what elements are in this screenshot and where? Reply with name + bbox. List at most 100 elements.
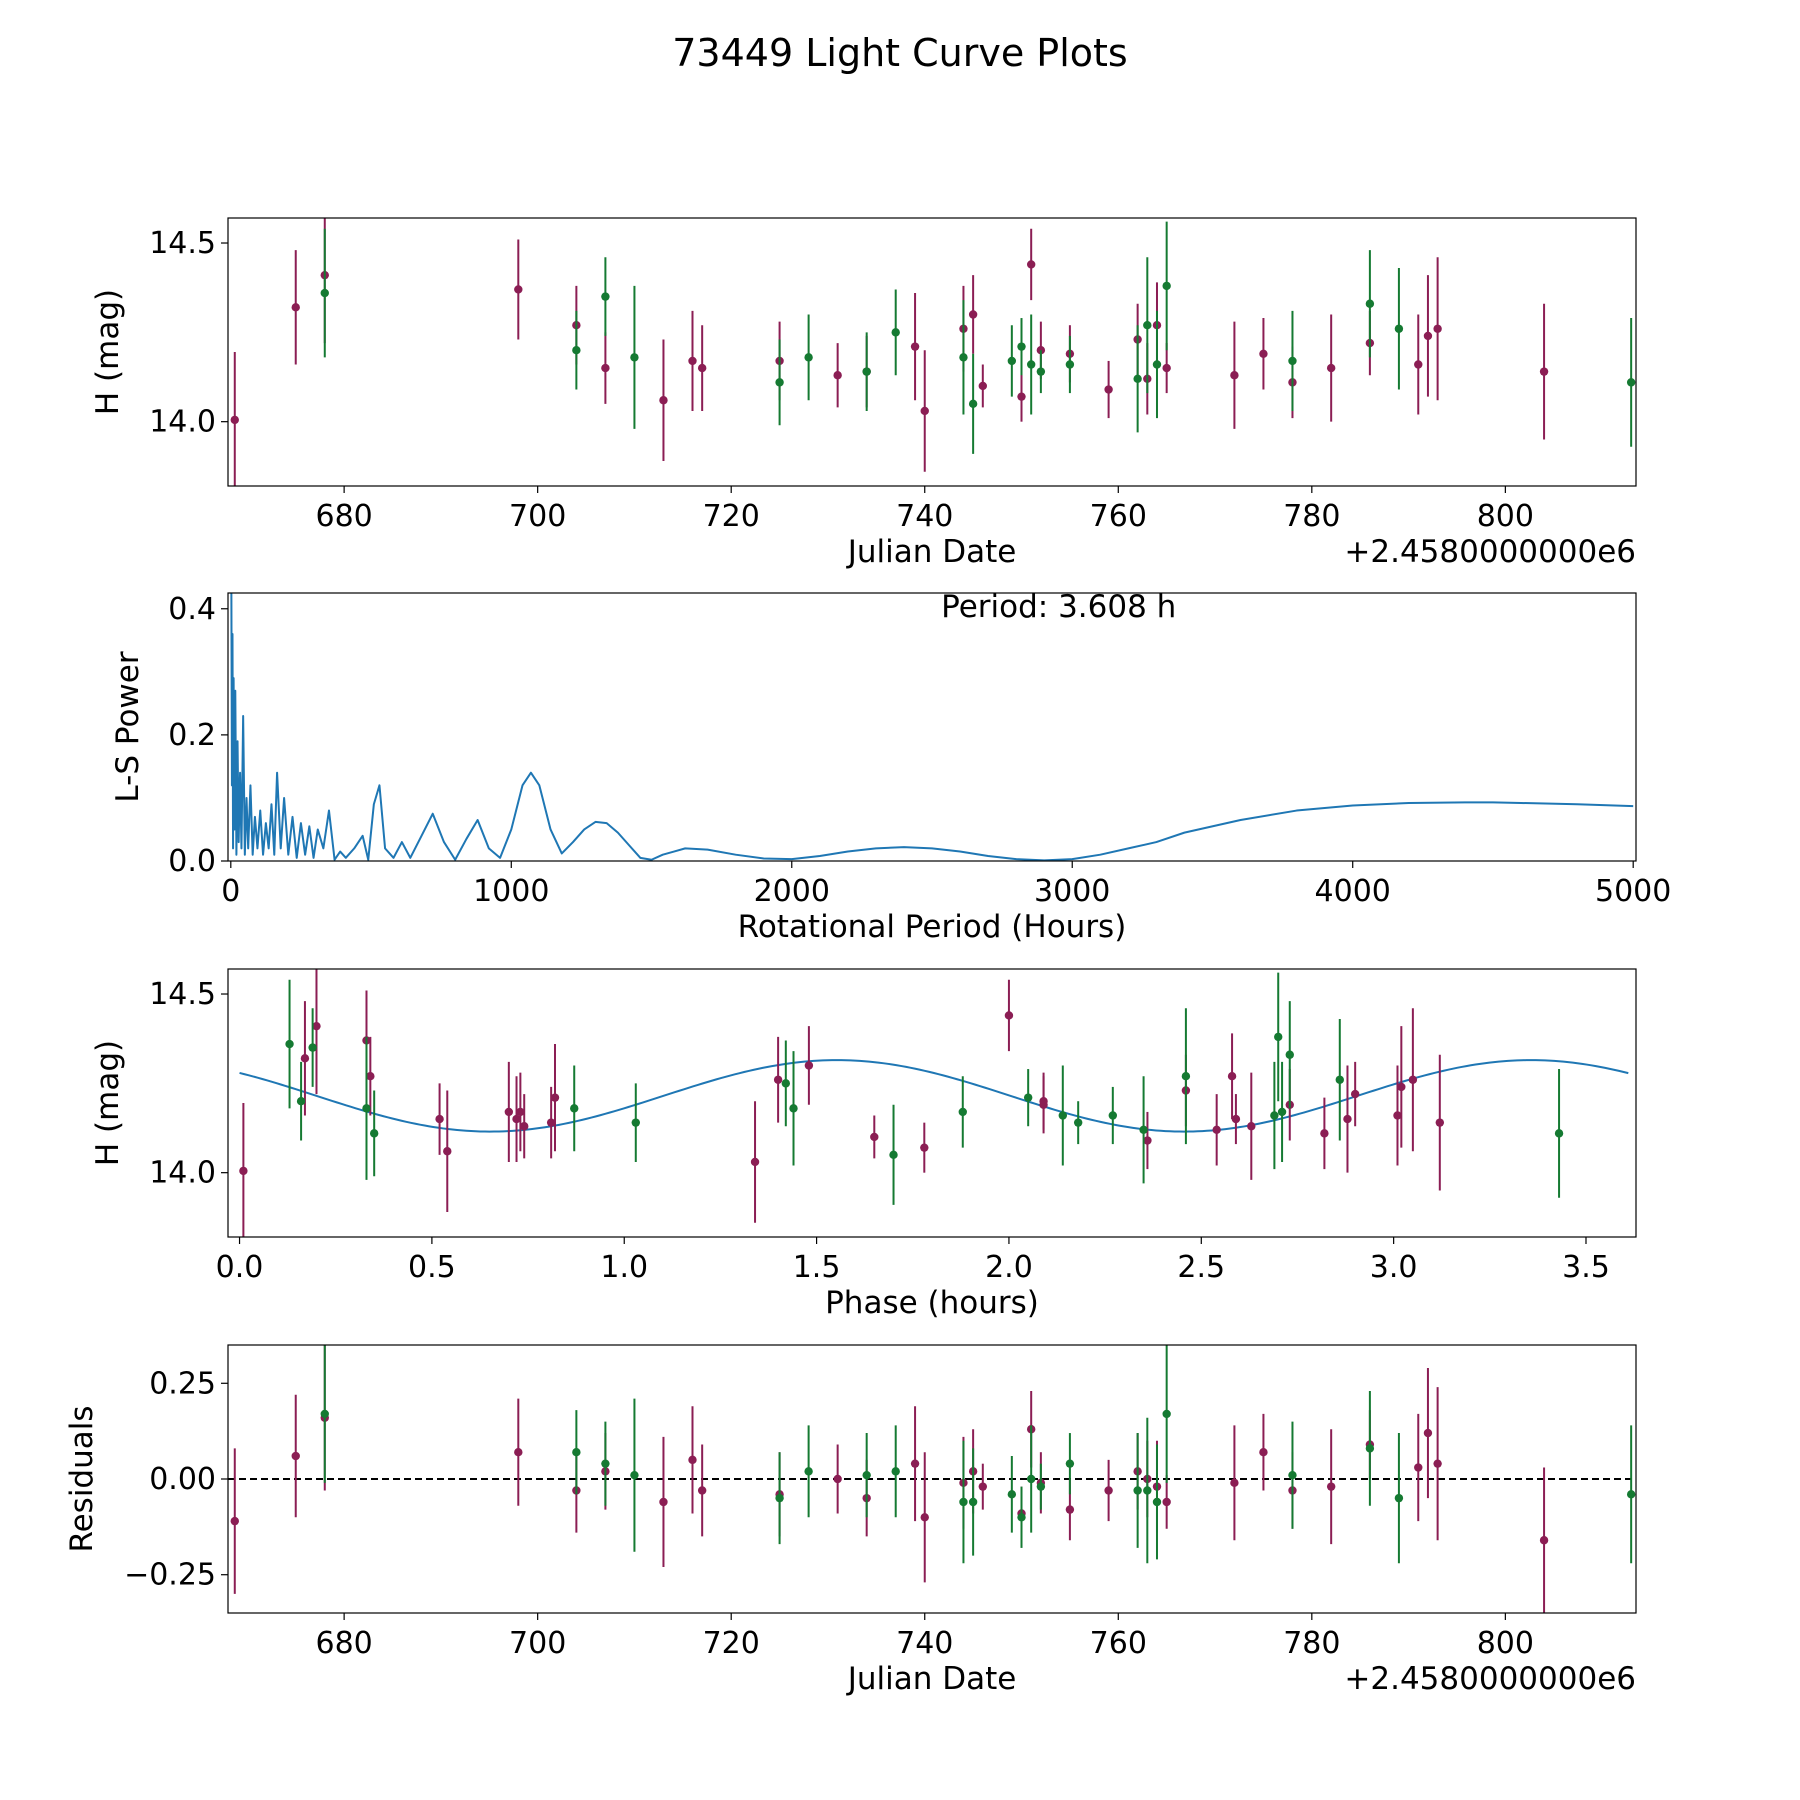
x-tick-label: 780 <box>1283 1626 1340 1661</box>
x-tick-label: 4000 <box>1315 874 1391 909</box>
x-axis-offset-label: +2.4580000000e6 <box>1344 534 1636 570</box>
x-tick-label: 0.0 <box>216 1250 264 1285</box>
red-band-point <box>1539 1536 1549 1545</box>
red-band-point <box>1259 1448 1268 1457</box>
red-band-point <box>833 1474 842 1484</box>
green-band-point <box>362 1104 371 1113</box>
green-band-point <box>1036 367 1046 376</box>
green-band-point <box>1108 1111 1118 1120</box>
red-band-point <box>870 1132 879 1142</box>
red-band-point <box>659 396 668 405</box>
y-axis-label: H (mag) <box>90 1040 126 1166</box>
red-band-point <box>504 1107 514 1117</box>
red-band-point <box>1259 349 1268 358</box>
red-band-point <box>550 1093 560 1102</box>
red-band-point <box>1143 1136 1152 1145</box>
red-band-point <box>833 371 842 380</box>
green-band-point <box>1365 299 1375 308</box>
panel-residuals: 680 700 720 740 760 780 800 −0.25 0.00 0.25 Julian… <box>64 1344 1637 1697</box>
green-band-point <box>959 1497 968 1507</box>
green-band-point <box>1335 1075 1344 1084</box>
green-band-point <box>1277 1107 1287 1117</box>
x-tick-label: 700 <box>509 1626 566 1661</box>
red-band-point <box>291 1451 300 1461</box>
green-band-point <box>630 1470 639 1480</box>
y-axis-label: Residuals <box>64 1405 100 1552</box>
x-tick-label: 5000 <box>1595 874 1671 909</box>
red-band-point <box>1423 331 1433 341</box>
y-tick-label: 0.0 <box>168 844 216 879</box>
green-band-point <box>1288 1470 1297 1480</box>
green-band-point <box>862 367 871 376</box>
green-band-point <box>1143 1486 1152 1495</box>
red-band-point <box>659 1497 668 1507</box>
x-tick-label: 1.5 <box>793 1250 841 1285</box>
red-band-point <box>697 1486 707 1495</box>
red-band-point <box>697 363 707 373</box>
x-tick-label: 800 <box>1477 499 1534 534</box>
red-band-point <box>230 1516 239 1526</box>
red-band-point <box>512 1114 521 1124</box>
red-band-point <box>1039 1100 1048 1109</box>
x-tick-label: 2.0 <box>985 1250 1033 1285</box>
green-band-point <box>775 378 784 387</box>
red-band-point <box>1065 1505 1075 1514</box>
red-band-point <box>1435 1118 1445 1127</box>
red-band-point <box>688 356 697 366</box>
red-band-point <box>920 406 929 416</box>
green-band-point <box>1139 1125 1148 1135</box>
panel-data-area <box>239 969 1629 1237</box>
green-band-point <box>1073 1118 1083 1127</box>
green-band-point <box>630 353 639 362</box>
green-band-point <box>1143 321 1152 330</box>
green-band-point <box>572 346 581 355</box>
green-band-point <box>1023 1093 1033 1102</box>
red-band-point <box>1326 1482 1336 1491</box>
y-tick-label: 0.2 <box>168 718 216 753</box>
red-band-point <box>1539 367 1549 376</box>
red-band-point <box>1393 1111 1402 1120</box>
red-band-point <box>804 1061 814 1070</box>
green-band-point <box>601 292 610 301</box>
green-band-point <box>1017 342 1026 351</box>
red-band-point <box>1104 1486 1113 1495</box>
green-band-point <box>1626 378 1636 387</box>
y-tick-label: 14.5 <box>149 226 216 261</box>
green-band-point <box>1065 360 1075 369</box>
green-band-point <box>958 1107 967 1117</box>
x-tick-label: 3.0 <box>1370 1250 1418 1285</box>
y-axis-label: L-S Power <box>110 651 146 802</box>
x-axis-label: Julian Date <box>846 534 1017 570</box>
red-band-point <box>688 1455 697 1465</box>
green-band-point <box>1007 1490 1017 1499</box>
red-band-point <box>1343 1114 1352 1124</box>
red-band-point <box>1423 1428 1433 1438</box>
red-band-point <box>750 1157 760 1167</box>
y-tick-label: 14.0 <box>149 405 216 440</box>
green-band-point <box>1036 1482 1046 1491</box>
x-axis-offset-label: +2.4580000000e6 <box>1344 1661 1636 1697</box>
y-tick-label: 0.25 <box>149 1366 216 1401</box>
panel-data-area <box>230 218 1636 486</box>
red-band-point <box>366 1072 375 1081</box>
red-band-point <box>1162 363 1171 373</box>
green-band-point <box>369 1129 379 1138</box>
y-axis-label: H (mag) <box>90 289 126 415</box>
green-band-point <box>1058 1111 1067 1120</box>
green-band-point <box>959 353 968 362</box>
red-band-point <box>920 1143 929 1152</box>
green-band-point <box>804 1467 813 1476</box>
panel-phase-curve: 0.0 0.5 1.0 1.5 2.0 2.5 3.0 3.5 14.0 14.5 Phase (h… <box>90 968 1637 1321</box>
x-tick-label: 1000 <box>473 874 549 909</box>
red-band-point <box>1247 1122 1256 1131</box>
x-tick-label: 780 <box>1283 499 1340 534</box>
green-band-point <box>1626 1490 1636 1499</box>
green-band-point <box>320 1409 329 1419</box>
green-band-point <box>1394 324 1404 333</box>
green-band-point <box>1288 356 1297 366</box>
green-band-point <box>1017 1513 1026 1522</box>
green-band-point <box>1181 1072 1191 1081</box>
periodogram-line <box>230 593 1634 861</box>
panel-data-area <box>230 593 1634 861</box>
green-band-point <box>1270 1111 1279 1120</box>
